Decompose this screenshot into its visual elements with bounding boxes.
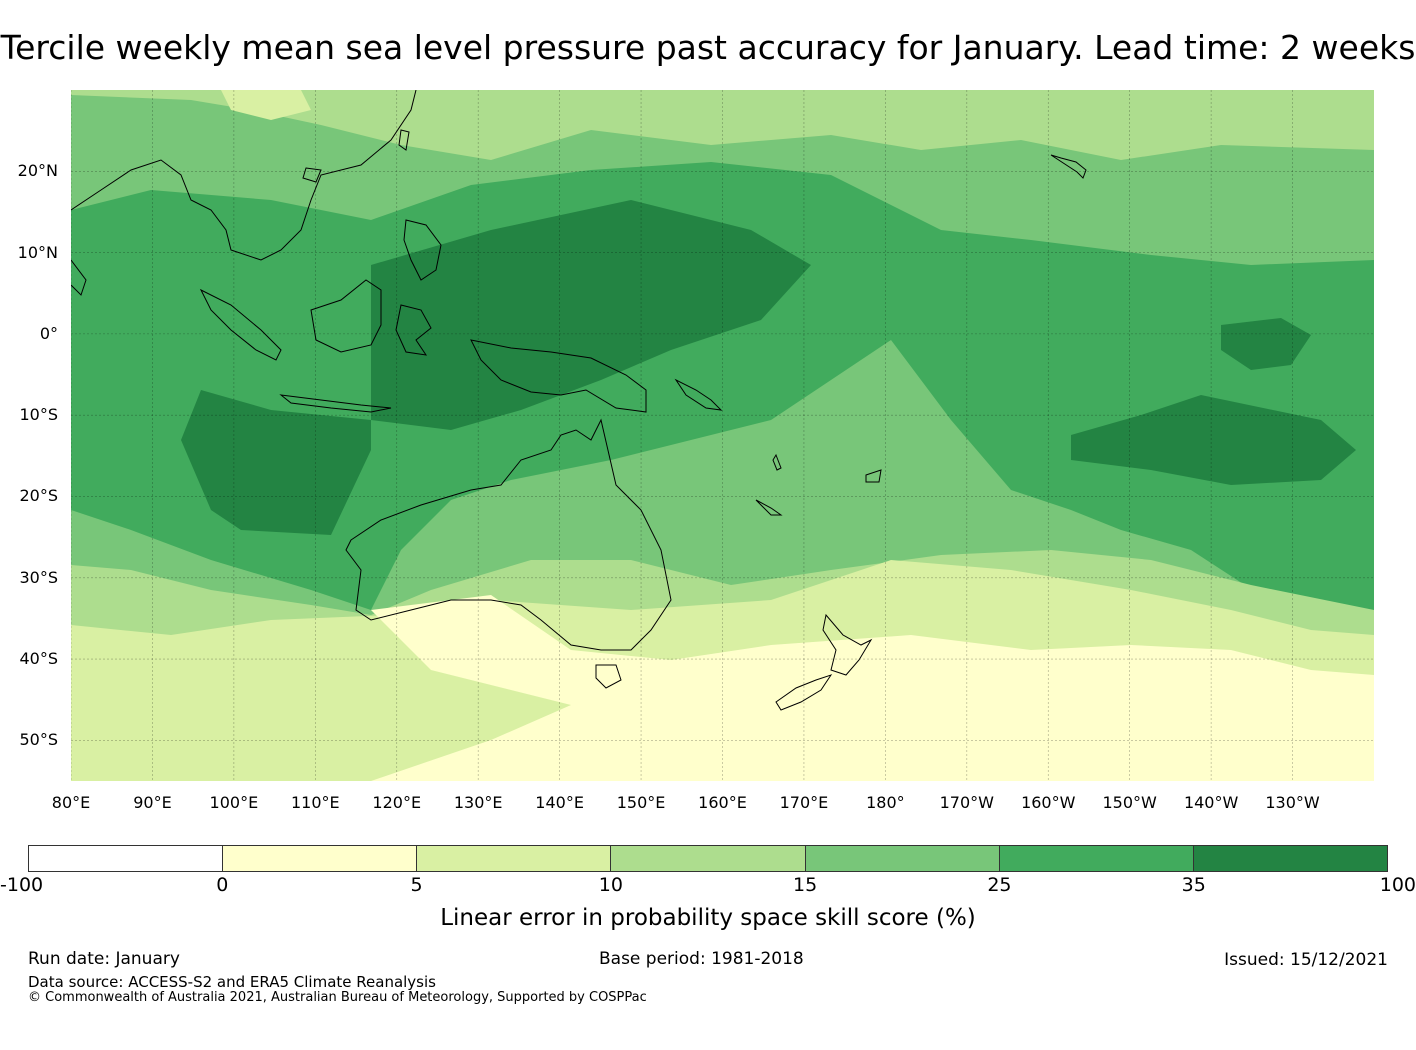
new-caledonia xyxy=(755,499,783,516)
philippines-coastline xyxy=(403,219,442,281)
colorbar-segment xyxy=(1193,846,1387,871)
colorbar-segment xyxy=(223,846,418,871)
vanuatu xyxy=(772,453,782,471)
lon-label: 170°W xyxy=(939,793,994,812)
lon-label: 80°E xyxy=(51,793,91,812)
region-sp-35 xyxy=(1071,395,1356,485)
colorbar-tick: 0 xyxy=(216,874,229,896)
lon-label: 160°W xyxy=(1021,793,1076,812)
lon-label: 130°E xyxy=(453,793,503,812)
colorbar xyxy=(28,845,1388,872)
india-coastline xyxy=(71,259,87,296)
lat-label: 50°S xyxy=(19,730,58,750)
region-north-10-15 xyxy=(71,90,1374,160)
lon-label: 170°E xyxy=(779,793,829,812)
lon-label: 130°W xyxy=(1265,793,1320,812)
new-zealand-north-coastline xyxy=(822,613,873,676)
lon-label: 180° xyxy=(866,793,905,812)
region-mc-35 xyxy=(181,200,811,535)
lon-label: 150°E xyxy=(616,793,666,812)
mainland-asia-coastline xyxy=(71,90,417,261)
colorbar-segment xyxy=(999,846,1194,871)
new-guinea-coastline xyxy=(470,339,647,413)
coastlines xyxy=(71,90,1087,711)
colorbar-label: Linear error in probability space skill … xyxy=(440,905,976,931)
lat-label: 20°N xyxy=(17,161,58,181)
lon-label: 90°E xyxy=(133,793,172,812)
lat-label: 20°S xyxy=(19,486,58,506)
colorbar-tick: 35 xyxy=(1181,874,1206,896)
hawaii xyxy=(1050,154,1087,179)
colorbar-tick: 100 xyxy=(1379,874,1416,896)
colorbar-segment xyxy=(805,846,1000,871)
issued-date: Issued: 15/12/2021 xyxy=(1224,950,1388,970)
lat-label: 10°N xyxy=(17,242,58,262)
colorbar-segment xyxy=(29,846,224,871)
colorbar-segment xyxy=(417,846,612,871)
lon-label: 160°E xyxy=(698,793,747,812)
australia-coastline xyxy=(345,418,672,651)
chart-title: Tercile weekly mean sea level pressure p… xyxy=(0,28,1416,67)
data-source: Data source: ACCESS-S2 and ERA5 Climate … xyxy=(28,973,436,991)
lat-label: 0° xyxy=(39,323,58,343)
base-period: Base period: 1981-2018 xyxy=(599,949,804,969)
lon-label: 140°E xyxy=(535,793,584,812)
region-nw-5-10 xyxy=(221,90,311,120)
lat-label: 30°S xyxy=(19,567,58,587)
lon-label: 140°W xyxy=(1183,793,1239,812)
solomon-islands xyxy=(674,378,723,411)
colorbar-tick: -100 xyxy=(0,874,44,896)
copyright: © Commonwealth of Australia 2021, Austra… xyxy=(28,990,647,1005)
region-sp-35b xyxy=(1221,318,1311,370)
colorbar-tick: 5 xyxy=(410,874,423,896)
taiwan xyxy=(398,129,410,151)
lon-label: 150°W xyxy=(1102,793,1157,812)
lat-label: 40°S xyxy=(19,649,58,669)
borneo-coastline xyxy=(310,279,382,353)
lat-label: 10°S xyxy=(19,405,58,425)
colorbar-tick: 15 xyxy=(793,874,818,896)
new-zealand-south-coastline xyxy=(775,674,833,711)
colorbar-segment xyxy=(611,846,806,871)
region-south-0-5 xyxy=(371,595,1374,781)
tasmania-coastline xyxy=(595,664,622,689)
fiji xyxy=(865,469,882,483)
java-coastline xyxy=(279,394,392,413)
sumatra-coastline xyxy=(199,288,282,361)
sulawesi-coastline xyxy=(395,304,432,356)
hainan xyxy=(302,167,322,183)
skill-map xyxy=(71,90,1374,781)
colorbar-tick: 25 xyxy=(987,874,1012,896)
lon-label: 110°E xyxy=(290,793,340,812)
lon-label: 100°E xyxy=(209,793,259,812)
colorbar-tick: 10 xyxy=(598,874,623,896)
run-date: Run date: January xyxy=(28,949,180,969)
lon-label: 120°E xyxy=(372,793,422,812)
